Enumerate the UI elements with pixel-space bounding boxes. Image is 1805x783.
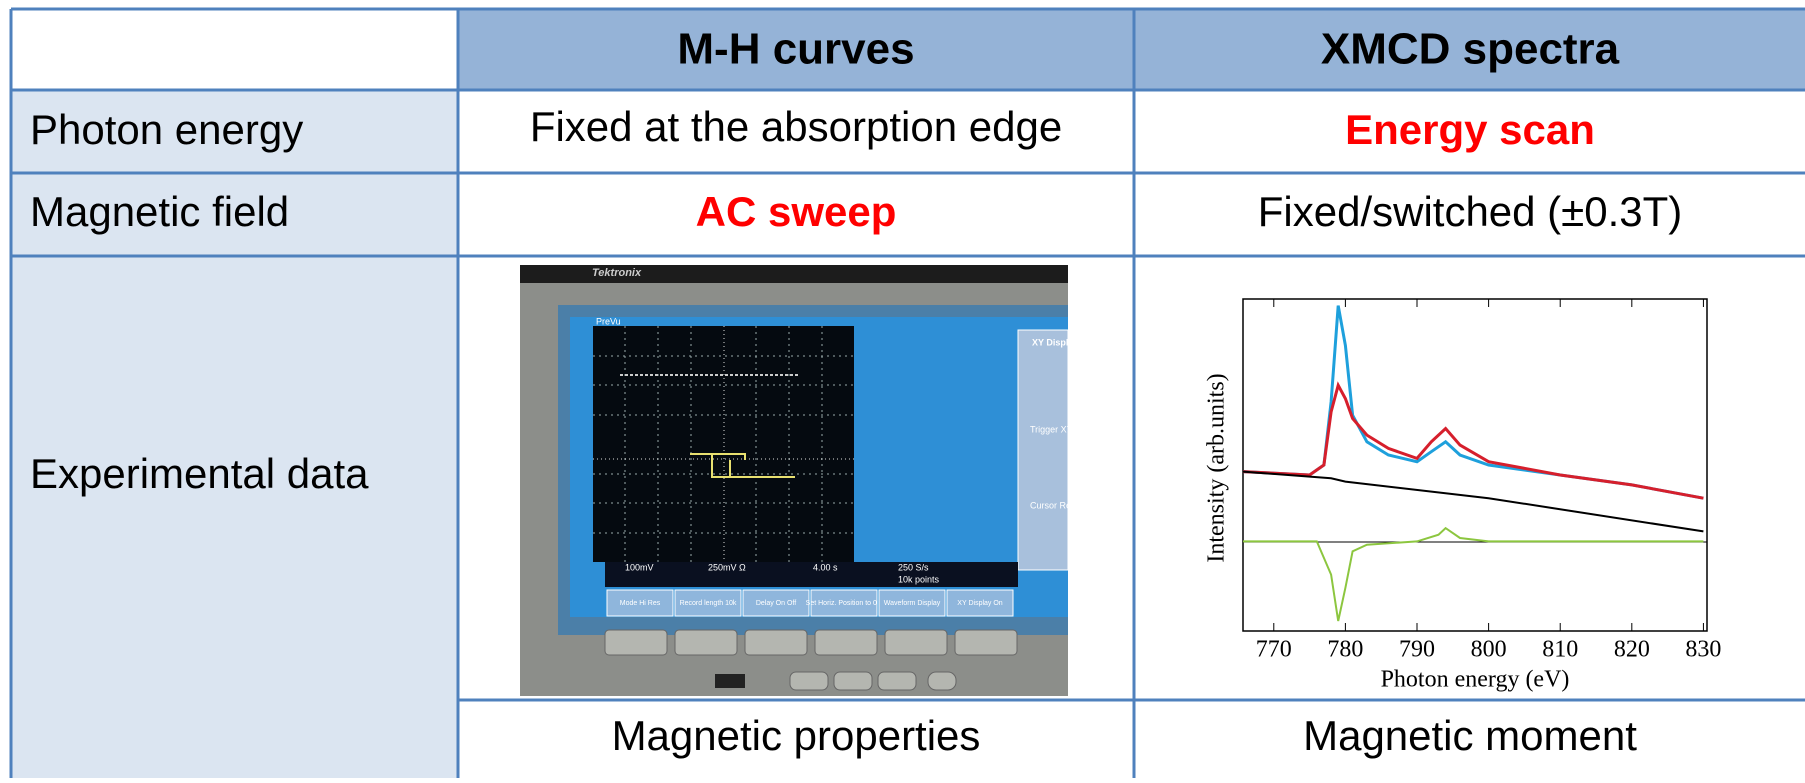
spectrum-line	[1242, 470, 1704, 533]
scope-side-menu: Cursor Readout	[1030, 500, 1094, 510]
row-label: Magnetic field	[30, 188, 289, 235]
cell: Magnetic moment	[1303, 712, 1637, 759]
x-tick-label: 770	[1256, 637, 1292, 663]
table-borders	[9, 7, 1805, 778]
scope-readout: 4.00 s	[813, 562, 838, 572]
header-cell: M-H curves	[677, 25, 914, 74]
first-column-bg	[11, 90, 458, 778]
cell-highlight: Energy scan	[1345, 106, 1595, 153]
cell: Fixed/switched (±0.3T)	[1258, 188, 1683, 235]
scope-menu-label: Set Horiz. Position to 0 s	[806, 600, 883, 607]
x-tick-label: 830	[1685, 637, 1721, 663]
scope-menu-button	[946, 589, 1014, 617]
spectrum-line	[1243, 526, 1704, 622]
scope-menu-button	[810, 589, 878, 617]
scope-readout: 250mV Ω	[708, 562, 746, 572]
scope-readout: 250 S/s	[898, 562, 929, 572]
scope-menu-button	[878, 589, 946, 617]
cell: Fixed at the absorption edge	[530, 103, 1062, 150]
xmcd-plot: Photon energy (eV) Intensity (arb.units)…	[1204, 298, 1721, 693]
scope-menu-label: Record length 10k	[680, 600, 737, 607]
x-tick-label: 800	[1471, 637, 1507, 663]
scope-menu-label: XY Display On	[957, 600, 1002, 607]
scope-side-menu: XY Display	[1032, 337, 1078, 347]
x-axis-label: Photon energy (eV)	[1381, 667, 1570, 693]
scope-readout: 10k points	[898, 574, 940, 584]
scope-label: PreVu	[596, 316, 621, 326]
scope-readout: 100mV	[625, 562, 654, 572]
x-tick-label: 810	[1542, 637, 1578, 663]
row-label: Photon energy	[30, 106, 303, 153]
scope-menu-button	[742, 589, 810, 617]
plot-frame	[1242, 298, 1708, 632]
scope-side-menu: Trigger XY	[1030, 424, 1073, 434]
cell-highlight: AC sweep	[696, 188, 897, 235]
scope-menu-label: Waveform Display	[884, 600, 941, 607]
scope-menu-label: Delay On Off	[756, 600, 796, 607]
header-bg	[458, 9, 1805, 90]
x-tick-label: 780	[1327, 637, 1363, 663]
scope-menu-button	[606, 589, 674, 617]
row-label: Experimental data	[30, 450, 369, 497]
oscilloscope-photo: Tektronix PreVu XY Display Trigger XY Cu…	[520, 265, 1094, 696]
x-tick-label: 790	[1399, 637, 1435, 663]
scope-brand: Tektronix	[592, 267, 642, 279]
header-cell: XMCD spectra	[1321, 25, 1620, 74]
cell: Magnetic properties	[612, 712, 981, 759]
scope-menu-button	[674, 589, 742, 617]
y-axis-label: Intensity (arb.units)	[1204, 373, 1230, 562]
spectrum-line	[1242, 381, 1704, 500]
x-tick-label: 820	[1614, 637, 1650, 663]
scope-menu-label: Mode Hi Res	[620, 600, 661, 607]
spectrum-line	[1242, 305, 1704, 500]
